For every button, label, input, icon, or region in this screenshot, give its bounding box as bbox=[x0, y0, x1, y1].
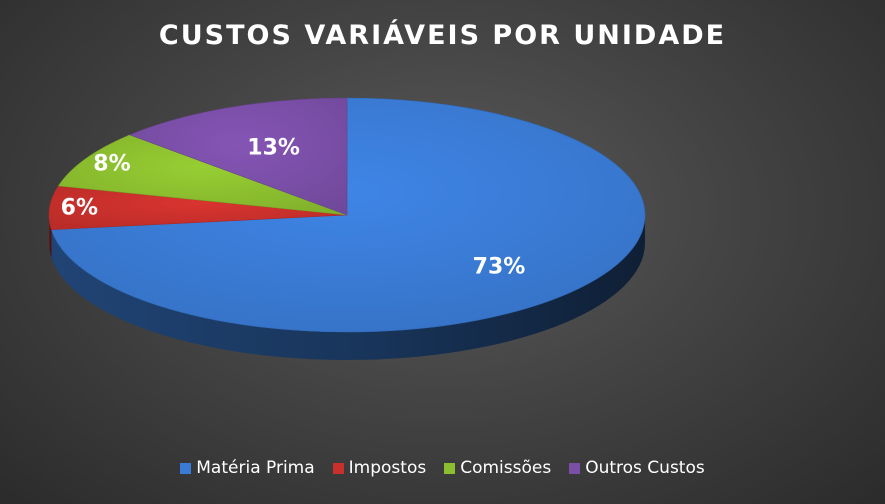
legend-label-2: Impostos bbox=[348, 458, 427, 478]
pie-slice-mat-ria-prima bbox=[50, 97, 646, 333]
legend-item-3: Comissões bbox=[444, 458, 551, 478]
data-label-1: 73% bbox=[473, 255, 526, 280]
pie-data-labels: 73% 6% 8% 13% bbox=[61, 135, 526, 279]
legend-item-1: Matéria Prima bbox=[180, 458, 315, 478]
legend: Matéria Prima Impostos Comissões Outros Cus… bbox=[0, 458, 885, 478]
pie-slice-comiss-es bbox=[57, 134, 348, 216]
pie-side-1 bbox=[51, 215, 646, 360]
legend-marker-2 bbox=[332, 462, 344, 474]
pie-slices bbox=[48, 97, 646, 333]
chart-title: CUSTOS VARIÁVEIS POR UNIDADE bbox=[158, 20, 727, 51]
pie-side-walls bbox=[49, 215, 646, 360]
legend-marker-1 bbox=[180, 462, 192, 474]
legend-marker-3 bbox=[444, 462, 456, 474]
legend-label-4: Outros Custos bbox=[585, 458, 705, 478]
pie-slice-outros-custos bbox=[128, 97, 348, 216]
legend-label-1: Matéria Prima bbox=[196, 458, 315, 478]
data-label-3: 8% bbox=[93, 151, 130, 176]
data-label-2: 6% bbox=[61, 195, 98, 220]
pie-side-2 bbox=[49, 215, 52, 258]
legend-item-2: Impostos bbox=[332, 458, 427, 478]
legend-marker-4 bbox=[569, 462, 581, 474]
legend-label-3: Comissões bbox=[460, 458, 552, 478]
data-label-4: 13% bbox=[247, 135, 300, 160]
legend-item-4: Outros Custos bbox=[569, 458, 705, 478]
